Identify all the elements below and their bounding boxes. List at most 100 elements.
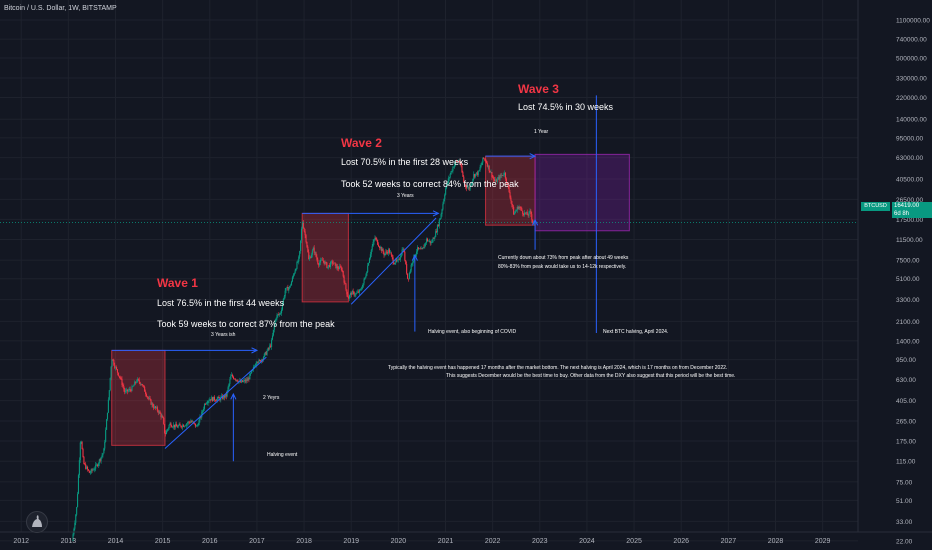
tradingview-logo-icon[interactable] [26,511,48,533]
candle-body [175,424,177,427]
y-tick-label: 11500.00 [896,237,923,244]
candle-body [387,252,389,254]
candle-body [455,161,458,162]
candle-body [79,442,81,461]
candle-body [508,186,510,193]
candle-body [524,212,526,214]
candle-body [190,421,192,423]
candle-body [286,287,288,288]
candle-body [324,262,326,264]
candle-body [214,400,216,401]
candle-body [491,172,493,178]
candle-body [528,211,530,216]
candle-body [188,421,190,423]
candle-body [147,397,149,399]
candle-body [328,265,330,267]
candle-body [475,172,478,174]
candle-body [180,425,182,427]
candle-body [86,466,88,469]
candle-body [353,291,355,296]
candle-body [319,262,321,266]
candle-body [187,421,189,424]
y-tick-label: 33.00 [896,519,913,526]
candle-body [500,175,502,176]
candle-body [164,423,166,433]
candle-body [497,177,499,179]
candle-body [98,459,100,464]
candle-body [516,206,518,211]
candle-body [505,178,507,183]
candle-body [277,314,279,316]
candle-body [342,270,344,277]
y-tick-label: 115.00 [896,459,916,466]
candle-body [129,389,131,390]
candle-body [407,278,410,280]
candle-body [299,251,301,257]
candle-body [307,246,309,253]
candle-body [235,379,237,381]
candle-body [376,238,378,241]
candle-body [398,259,400,260]
candle-body [453,166,455,168]
candle-body [321,259,323,261]
candle-body [174,424,176,428]
candle-body [426,238,429,242]
candle-body [440,214,442,219]
candle-body [385,251,387,254]
candle-body [368,263,370,266]
candle-body [95,464,97,469]
candle-body [402,249,404,251]
candle-body [320,259,322,261]
candle-body [374,237,376,240]
wave2-title: Wave 2 [341,136,382,150]
y-tick-label: 26500.00 [896,197,923,204]
candle-body [484,159,487,161]
candle-body [128,389,130,391]
candle-body [136,378,138,382]
candle-body [257,361,259,363]
candle-body [365,275,367,278]
candle-body [284,290,286,297]
candle-body [121,378,123,386]
candle-body [345,283,347,290]
candle-body [392,257,394,263]
candle-body [196,425,198,426]
candle-body [271,339,273,347]
wave1-title: Wave 1 [157,276,198,290]
candle-body [281,309,283,314]
candle-body [523,212,526,216]
candle-body [352,291,354,292]
candle-body [154,406,156,409]
wave1-span-arrow-head [251,347,259,354]
candle-body [427,240,429,242]
candle-body [478,170,480,172]
candle-body [436,225,439,233]
candle-body [127,390,129,392]
wave3-title: Wave 3 [518,82,559,96]
candle-body [131,386,133,392]
x-tick-label: 2021 [438,538,454,545]
candle-body [432,238,434,242]
x-tick-label: 2015 [155,538,171,545]
candle-body [265,352,267,355]
candle-body [486,163,488,167]
candle-body [276,315,278,319]
last-price-value: 16419.00 [894,203,920,209]
candle-body [72,534,74,541]
candle-body [370,249,372,255]
candle-body [120,378,122,379]
summary-line-2: This suggests December would be the best… [446,373,736,379]
candle-body [295,268,297,271]
wave2-line1: Lost 70.5% in the first 28 weeks [341,157,469,167]
candle-body [90,469,92,473]
candle-body [495,179,497,182]
candle-body [212,397,214,402]
candle-body [384,253,386,256]
candle-body [158,411,160,413]
candle-body [296,262,298,269]
candle-body [513,206,515,215]
candle-body [459,161,461,164]
candle-body [421,248,423,250]
y-tick-label: 3300.00 [896,297,920,304]
